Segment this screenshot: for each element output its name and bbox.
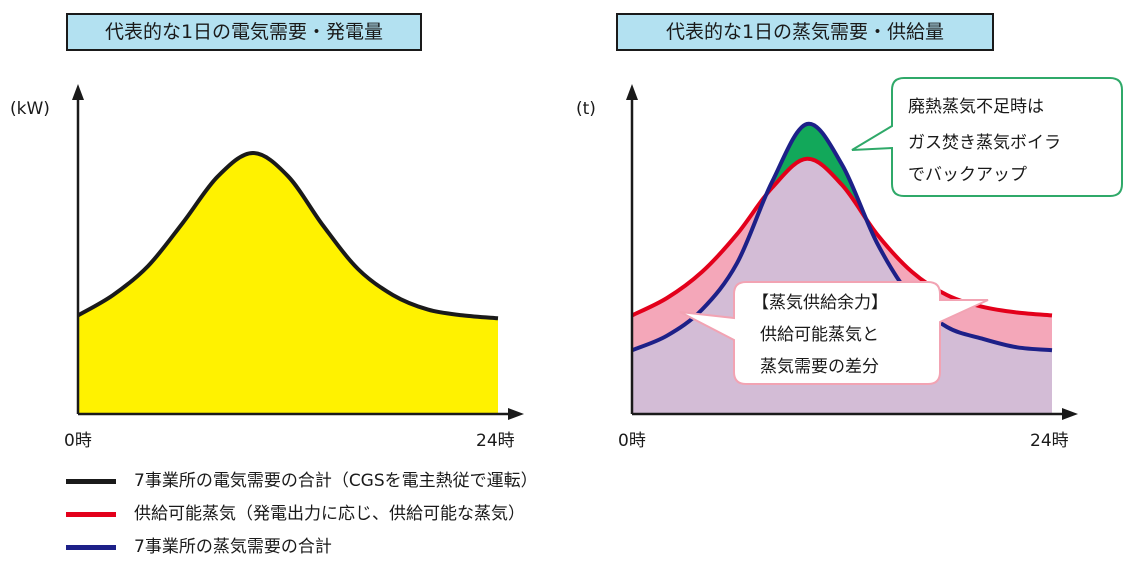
right-chart-title: 代表的な1日の蒸気需要・供給量 — [616, 13, 994, 51]
right-chart: (t) 0時 24時 廃熱蒸気不足時は ガス焚き蒸気ボイラ でバックアップ 【蒸… — [576, 77, 1123, 451]
left-x-axis-arrow — [508, 408, 524, 420]
legend-item-electricity: 7事業所の電気需要の合計（CGSを電主熱従で運転） — [66, 470, 538, 492]
left-x-end-label: 24時 — [476, 431, 515, 451]
steam-demand-line — [631, 121, 1053, 353]
legend-item-steam-demand: 7事業所の蒸気需要の合計 — [66, 536, 332, 558]
right-x-start-label: 0時 — [618, 431, 646, 451]
legend-label-steam-demand: 7事業所の蒸気需要の合計 — [134, 537, 332, 557]
boiler-callout-line3: でバックアップ — [908, 165, 1027, 185]
boiler-callout-line1: 廃熱蒸気不足時は — [908, 97, 1044, 117]
surplus-callout-bubble — [679, 281, 989, 385]
legend-swatch-electricity — [66, 478, 116, 484]
right-y-axis-arrow — [626, 84, 638, 100]
electricity-demand-area — [78, 153, 498, 414]
right-x-end-label: 24時 — [1030, 431, 1069, 451]
left-chart-title: 代表的な1日の電気需要・発電量 — [66, 13, 422, 51]
left-chart: (kW) 0時 24時 — [10, 84, 524, 451]
legend-item-steam-supply: 供給可能蒸気（発電出力に応じ、供給可能な蒸気） — [66, 503, 525, 525]
surplus-callout-line2: 供給可能蒸気と — [760, 325, 879, 345]
right-y-label: (t) — [576, 99, 596, 119]
legend-label-electricity: 7事業所の電気需要の合計（CGSを電主熱従で運転） — [134, 471, 538, 491]
right-x-axis-arrow — [1062, 408, 1078, 420]
boiler-callout: 廃熱蒸気不足時は ガス焚き蒸気ボイラ でバックアップ — [851, 77, 1123, 197]
surplus-callout: 【蒸気供給余力】 供給可能蒸気と 蒸気需要の差分 — [679, 281, 989, 385]
surplus-callout-line3: 蒸気需要の差分 — [760, 357, 879, 377]
boiler-callout-bubble — [851, 77, 1123, 197]
left-y-label: (kW) — [10, 99, 50, 119]
legend-swatch-steam-supply — [66, 511, 116, 517]
left-x-start-label: 0時 — [64, 431, 92, 451]
electricity-demand-line — [76, 150, 499, 321]
left-y-axis-arrow — [72, 84, 84, 100]
surplus-callout-line1: 【蒸気供給余力】 — [752, 293, 888, 313]
legend-swatch-steam-demand — [66, 544, 116, 550]
boiler-callout-line2: ガス焚き蒸気ボイラ — [908, 133, 1061, 153]
steam-supply-line — [631, 156, 1053, 318]
legend-label-steam-supply: 供給可能蒸気（発電出力に応じ、供給可能な蒸気） — [134, 504, 525, 524]
